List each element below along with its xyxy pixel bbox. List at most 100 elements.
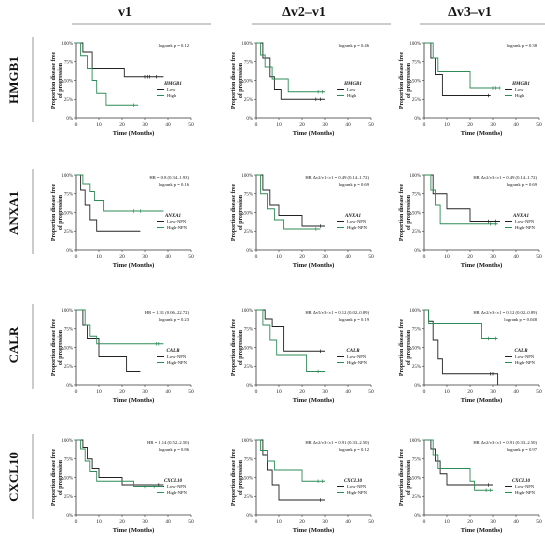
panel-2-y-tick-label: 75% <box>412 61 421 66</box>
panel-9-x-tick-label: 30 <box>142 519 148 525</box>
panel-9-legend-label-0: Low-NPN <box>167 484 187 489</box>
panel-4-y-axis-label: Proportion disease free <box>231 184 237 242</box>
panel-7-y-axis-label: Proportion disease free <box>231 319 237 377</box>
panel-0-legend-title: HMGB1 <box>163 82 182 87</box>
panel-10-x-tick-label: 30 <box>322 519 328 525</box>
panel-7-x-tick-label: 0 <box>255 389 258 395</box>
panel-3-y-axis-label: of progression <box>58 194 64 230</box>
panel-6-y-axis-label: of progression <box>58 329 64 365</box>
panel-8-y-tick-label: 50% <box>412 346 421 351</box>
panel-5-x-tick-label: 10 <box>444 254 450 260</box>
panel-6-legend-label-0: Low-NPN <box>167 354 187 359</box>
panel-11-x-axis-label: Time (Months) <box>461 527 503 534</box>
panel-7-stats-annotation: HR Δv5/v3<v1 = 0.12 (0.02–0.89) <box>305 310 369 315</box>
panel-5-series-line-1 <box>424 174 498 225</box>
panel-5-x-axis-label: Time (Months) <box>461 262 503 269</box>
panel-6-x-axis-label: Time (Months) <box>113 397 155 404</box>
panel-9-x-tick-label: 20 <box>119 519 125 525</box>
panel-5-stats-annotation: logrank p = 0.69 <box>507 182 538 187</box>
panel-9-legend-label-1: High-NPN <box>167 490 188 495</box>
column-header-1: Δv2–v1 <box>282 5 326 20</box>
panel-8-legend-label-1: High-NPN <box>515 360 536 365</box>
panel-0-series-line-0 <box>76 42 164 78</box>
panel-0-x-tick-label: 30 <box>142 122 148 128</box>
panel-7-x-tick-label: 30 <box>322 389 328 395</box>
panel-6-stats-annotation: logrank p = 0.23 <box>159 317 190 322</box>
panel-0-legend-label-0: Low <box>167 87 176 92</box>
panel-10-x-axis-label: Time (Months) <box>293 527 335 534</box>
panel-0-x-tick-label: 10 <box>96 122 102 128</box>
panel-11-y-axis-label: Proportion disease free <box>399 449 405 507</box>
panel-1-y-tick-label: 0% <box>246 117 253 122</box>
panel-0-x-tick-label: 0 <box>75 122 78 128</box>
panel-7-legend-label-0: Low-NPN <box>347 354 367 359</box>
panel-5-x-tick-label: 30 <box>490 254 496 260</box>
panel-8-series-line-0 <box>424 309 499 385</box>
panel-7-legend-label-1: High-NPN <box>347 360 368 365</box>
panel-4-series-line-1 <box>256 174 321 230</box>
panel-1-stats-annotation: logrank p = 0.46 <box>339 43 370 48</box>
panel-4-y-tick-label: 50% <box>244 211 253 216</box>
panel-3-y-tick-label: 100% <box>61 174 73 179</box>
panel-6-series-line-1 <box>76 309 164 345</box>
panel-8-y-tick-label: 100% <box>409 309 421 314</box>
panel-1-x-tick-label: 0 <box>255 122 258 128</box>
panel-10-x-tick-label: 10 <box>276 519 282 525</box>
panel-10-x-tick-label: 40 <box>345 519 351 525</box>
panel-4-y-tick-label: 75% <box>244 193 253 198</box>
panel-3-y-tick-label: 25% <box>64 230 73 235</box>
panel-3-x-tick-label: 10 <box>96 254 102 260</box>
panel-8-x-tick-label: 30 <box>490 389 496 395</box>
panel-6-x-tick-label: 10 <box>96 389 102 395</box>
panel-10-x-tick-label: 0 <box>255 519 258 525</box>
panel-4-x-tick-label: 10 <box>276 254 282 260</box>
panel-2-stats-annotation: logrank p = 0.38 <box>507 43 538 48</box>
panel-2-x-tick-label: 10 <box>444 122 450 128</box>
panel-1-x-tick-label: 40 <box>345 122 351 128</box>
panel-3-x-tick-label: 40 <box>165 254 171 260</box>
panel-4-x-tick-label: 0 <box>255 254 258 260</box>
panel-4-y-tick-label: 100% <box>241 174 253 179</box>
panel-8-y-tick-label: 0% <box>414 384 421 389</box>
panel-11-x-tick-label: 0 <box>423 519 426 525</box>
panel-2-y-tick-label: 100% <box>409 42 421 47</box>
panel-6-y-tick-label: 50% <box>64 346 73 351</box>
panel-9-y-axis-label: Proportion disease free <box>51 449 57 507</box>
panel-7-legend-title: CALR <box>346 349 360 354</box>
panel-11-y-tick-label: 50% <box>412 476 421 481</box>
panel-11-legend-title: CXCL10 <box>512 479 531 484</box>
panel-1-y-axis-label: Proportion disease free <box>231 52 237 110</box>
panel-1-x-tick-label: 20 <box>299 122 305 128</box>
panel-10-y-axis-label: Proportion disease free <box>231 449 237 507</box>
panel-7-y-tick-label: 100% <box>241 309 253 314</box>
panel-10-stats-annotation: HR Δv2/v3<v1 = 0.91 (0.33–2.50) <box>305 440 369 445</box>
panel-11-x-tick-label: 40 <box>513 519 519 525</box>
panel-3-legend-label-1: High-NPN <box>167 225 188 230</box>
panel-3-series-line-1 <box>76 174 164 212</box>
panel-9-x-tick-label: 0 <box>75 519 78 525</box>
panel-6-x-tick-label: 40 <box>165 389 171 395</box>
panel-11-legend-label-1: High-NPN <box>515 490 536 495</box>
panel-1-y-tick-label: 50% <box>244 79 253 84</box>
panel-8-series-line-1 <box>424 309 498 339</box>
panel-0-y-tick-label: 0% <box>66 117 73 122</box>
panel-6-legend-label-1: High-NPN <box>167 360 188 365</box>
row-label-2: CALR <box>6 326 21 363</box>
panel-5-y-tick-label: 50% <box>412 211 421 216</box>
panel-2-y-axis-label: Proportion disease free <box>399 52 405 110</box>
row-label-1: ANXA1 <box>6 191 21 235</box>
panel-5-y-tick-label: 0% <box>414 249 421 254</box>
panel-7-x-tick-label: 10 <box>276 389 282 395</box>
panel-9-series-line-1 <box>76 439 164 487</box>
panel-10-y-tick-label: 0% <box>246 514 253 519</box>
panel-8-x-axis-label: Time (Months) <box>461 397 503 404</box>
panel-2-y-axis-label: of progression <box>406 62 412 98</box>
panel-6-x-tick-label: 20 <box>119 389 125 395</box>
panel-11-x-tick-label: 30 <box>490 519 496 525</box>
panel-9-y-tick-label: 50% <box>64 476 73 481</box>
panel-1-legend-label-0: Low <box>347 87 356 92</box>
column-header-2: Δv3–v1 <box>448 5 492 20</box>
panel-2-x-tick-label: 50 <box>536 122 542 128</box>
panel-5-x-tick-label: 40 <box>513 254 519 260</box>
